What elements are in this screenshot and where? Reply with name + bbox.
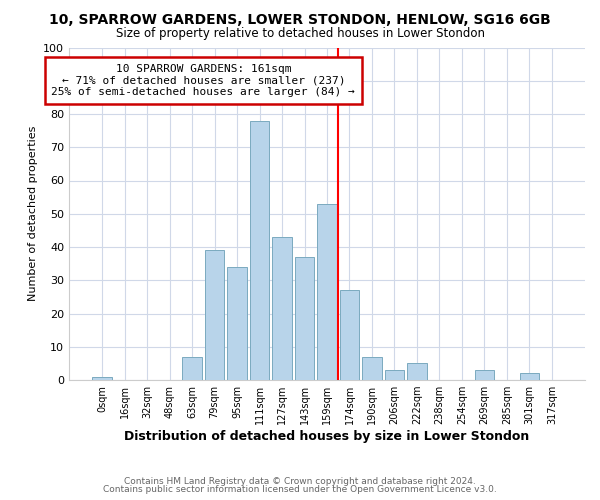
Bar: [227, 267, 247, 380]
Text: 10 SPARROW GARDENS: 161sqm
← 71% of detached houses are smaller (237)
25% of sem: 10 SPARROW GARDENS: 161sqm ← 71% of deta…: [52, 64, 355, 98]
Bar: [92, 376, 112, 380]
Bar: [407, 364, 427, 380]
Bar: [250, 120, 269, 380]
Text: Size of property relative to detached houses in Lower Stondon: Size of property relative to detached ho…: [115, 28, 485, 40]
Bar: [205, 250, 224, 380]
Bar: [272, 237, 292, 380]
Text: Contains public sector information licensed under the Open Government Licence v3: Contains public sector information licen…: [103, 485, 497, 494]
Text: 10, SPARROW GARDENS, LOWER STONDON, HENLOW, SG16 6GB: 10, SPARROW GARDENS, LOWER STONDON, HENL…: [49, 12, 551, 26]
Bar: [340, 290, 359, 380]
Bar: [520, 374, 539, 380]
Bar: [317, 204, 337, 380]
Text: Contains HM Land Registry data © Crown copyright and database right 2024.: Contains HM Land Registry data © Crown c…: [124, 477, 476, 486]
Bar: [295, 257, 314, 380]
Bar: [182, 356, 202, 380]
Bar: [385, 370, 404, 380]
Bar: [362, 356, 382, 380]
Y-axis label: Number of detached properties: Number of detached properties: [28, 126, 38, 302]
X-axis label: Distribution of detached houses by size in Lower Stondon: Distribution of detached houses by size …: [124, 430, 530, 443]
Bar: [475, 370, 494, 380]
